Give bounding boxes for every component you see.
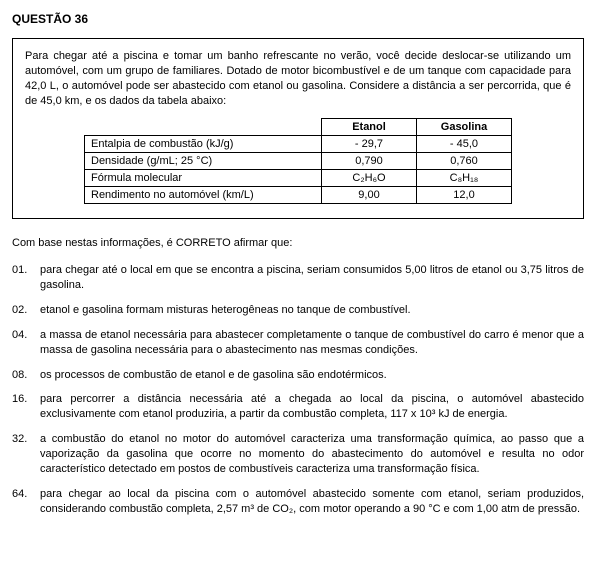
prompt-text: Com base nestas informações, é CORRETO a… [12, 237, 584, 249]
option-text: para percorrer a distância necessária at… [40, 392, 584, 422]
option-number: 02. [12, 303, 40, 318]
option-number: 04. [12, 328, 40, 358]
question-header: QUESTÃO 36 [12, 12, 584, 26]
table-row: Fórmula molecular C₂H₆O C₈H₁₈ [85, 170, 512, 187]
table-cell: 0,760 [417, 153, 512, 170]
question-box: Para chegar até a piscina e tomar um ban… [12, 38, 584, 219]
table-cell: - 29,7 [322, 136, 417, 153]
option-item: 08. os processos de combustão de etanol … [12, 368, 584, 383]
option-number: 64. [12, 487, 40, 517]
option-text: para chegar ao local da piscina com o au… [40, 487, 584, 517]
table-header-empty [85, 119, 322, 136]
table-header-gasolina: Gasolina [417, 119, 512, 136]
table-header-etanol: Etanol [322, 119, 417, 136]
table-row: Entalpia de combustão (kJ/g) - 29,7 - 45… [85, 136, 512, 153]
option-text: etanol e gasolina formam misturas hetero… [40, 303, 584, 318]
table-row: Rendimento no automóvel (km/L) 9,00 12,0 [85, 187, 512, 204]
data-table: Etanol Gasolina Entalpia de combustão (k… [84, 118, 512, 204]
table-cell: C₂H₆O [322, 170, 417, 187]
table-cell: 0,790 [322, 153, 417, 170]
option-item: 16. para percorrer a distância necessári… [12, 392, 584, 422]
option-number: 08. [12, 368, 40, 383]
table-cell-label: Entalpia de combustão (kJ/g) [85, 136, 322, 153]
table-cell-label: Rendimento no automóvel (km/L) [85, 187, 322, 204]
option-number: 16. [12, 392, 40, 422]
table-cell-label: Densidade (g/mL; 25 °C) [85, 153, 322, 170]
option-number: 01. [12, 263, 40, 293]
option-text: a massa de etanol necessária para abaste… [40, 328, 584, 358]
table-cell: - 45,0 [417, 136, 512, 153]
table-cell: C₈H₁₈ [417, 170, 512, 187]
options-list: 01. para chegar até o local em que se en… [12, 263, 584, 516]
option-item: 04. a massa de etanol necessária para ab… [12, 328, 584, 358]
table-cell-label: Fórmula molecular [85, 170, 322, 187]
option-item: 01. para chegar até o local em que se en… [12, 263, 584, 293]
option-number: 32. [12, 432, 40, 477]
option-item: 32. a combustão do etanol no motor do au… [12, 432, 584, 477]
intro-text: Para chegar até a piscina e tomar um ban… [25, 49, 571, 108]
option-text: a combustão do etanol no motor do automó… [40, 432, 584, 477]
option-text: os processos de combustão de etanol e de… [40, 368, 584, 383]
option-text: para chegar até o local em que se encont… [40, 263, 584, 293]
option-item: 02. etanol e gasolina formam misturas he… [12, 303, 584, 318]
option-item: 64. para chegar ao local da piscina com … [12, 487, 584, 517]
table-row: Densidade (g/mL; 25 °C) 0,790 0,760 [85, 153, 512, 170]
table-cell: 9,00 [322, 187, 417, 204]
table-cell: 12,0 [417, 187, 512, 204]
